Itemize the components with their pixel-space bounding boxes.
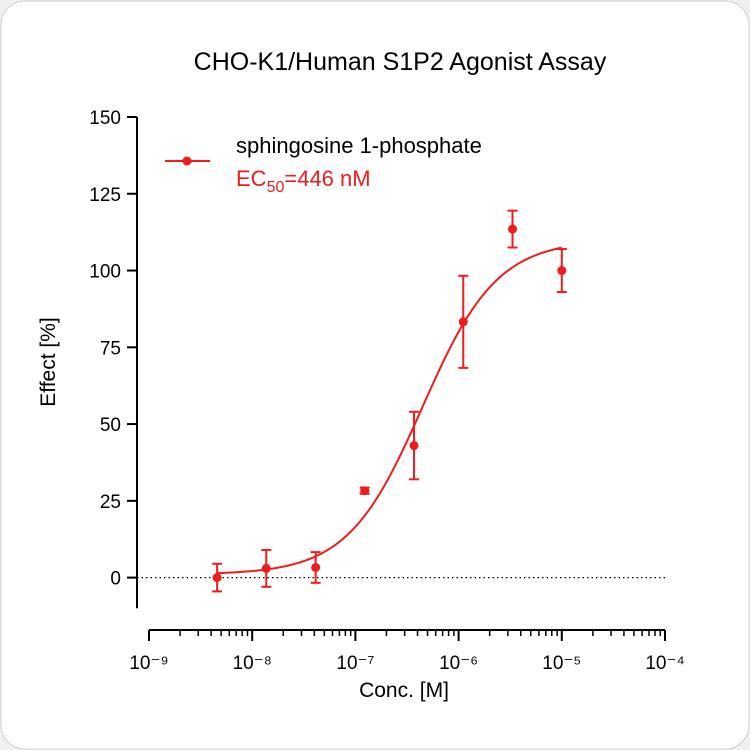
fit-curve [217,246,563,575]
y-tick-label: 100 [89,262,121,283]
y-tick-label: 150 [89,108,121,129]
y-tick-label: 50 [100,415,121,436]
y-axis-title: Effect [%] [37,317,60,407]
annotation-text: =446 nM [284,166,370,191]
y-tick-label: 125 [89,185,121,206]
data-point [409,441,419,451]
y-tick-label: 25 [100,492,121,513]
annotation-text: EC [236,166,267,191]
data-point [557,266,567,276]
x-tick-label: 10⁻⁸ [233,653,272,674]
legend-label: sphingosine 1-phosphate [236,133,482,158]
y-tick-label: 0 [110,569,121,590]
y-tick-label: 75 [100,338,121,359]
x-tick-label: 10⁻⁴ [645,653,684,674]
legend-marker [182,156,192,166]
data-point [261,563,271,573]
chart-title: CHO-K1/Human S1P2 Agonist Assay [194,48,607,76]
annotation-subscript: 50 [267,179,285,196]
legend: sphingosine 1-phosphate EC50=446 nM [236,133,482,196]
x-tick-label: 10⁻⁵ [542,653,581,674]
data-point [311,562,321,572]
x-tick-label: 10⁻⁶ [439,653,478,674]
data-point [508,224,518,234]
x-axis-title: Conc. [M] [359,679,449,702]
x-tick-label: 10⁻⁷ [336,653,374,674]
x-tick-label: 10⁻⁹ [129,653,168,674]
data-point [458,317,468,327]
data-point [212,573,222,583]
annotation: EC50=446 nM [236,166,371,196]
data-point [360,486,370,496]
